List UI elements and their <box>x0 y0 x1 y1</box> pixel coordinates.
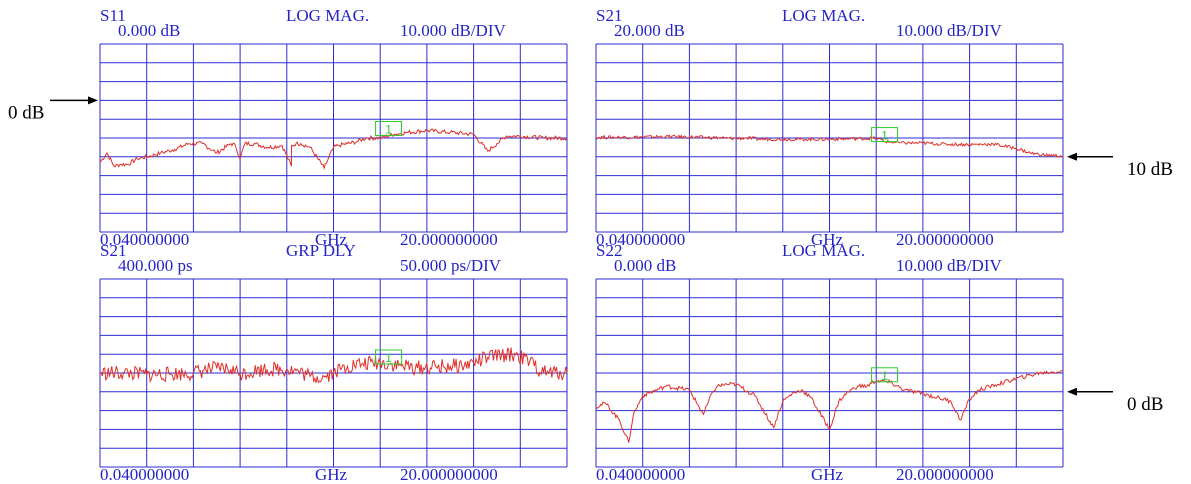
parameter-label: S22 <box>596 241 622 260</box>
reference-value-label: 0.000 dB <box>118 21 180 40</box>
x-unit-label: GHz <box>811 465 844 484</box>
scale-label: 10.000 dB/DIV <box>400 21 507 40</box>
scale-label: 10.000 dB/DIV <box>896 256 1003 275</box>
format-label: LOG MAG. <box>782 6 865 25</box>
format-label: GRP DLY <box>286 241 356 260</box>
reference-arrow: 0 dB <box>1067 387 1163 415</box>
x-center-label: 20.000000000 <box>896 230 994 249</box>
reference-arrow: 0 dB <box>8 96 98 123</box>
marker-1: 1 <box>375 349 403 365</box>
format-label: LOG MAG. <box>782 241 865 260</box>
x-start-label: 0.040000000 <box>596 465 685 484</box>
reference-value-label: 20.000 dB <box>614 21 685 40</box>
x-unit-label: GHz <box>315 230 348 249</box>
grid <box>99 43 568 233</box>
marker-label: 1 <box>385 351 392 365</box>
x-start-label: 0.040000000 <box>596 230 685 249</box>
reference-arrow-label: 0 dB <box>1127 394 1163 415</box>
marker-1: 1 <box>375 120 403 136</box>
reference-arrow: 10 dB <box>1067 152 1173 180</box>
reference-value-label: 0.000 dB <box>614 256 676 275</box>
marker-1: 1 <box>871 367 899 383</box>
x-start-label: 0.040000000 <box>100 465 189 484</box>
marker-label: 1 <box>881 129 888 143</box>
reference-arrow-label: 0 dB <box>8 102 44 123</box>
grid <box>595 43 1064 233</box>
trace-line <box>99 128 568 170</box>
x-unit-label: GHz <box>315 465 348 484</box>
grid <box>595 278 1064 468</box>
marker-1: 1 <box>871 127 899 143</box>
reference-arrow-label: 10 dB <box>1127 159 1173 180</box>
reference-value-label: 400.000 ps <box>118 256 193 275</box>
scale-label: 50.000 ps/DIV <box>400 256 502 275</box>
trace-line <box>595 370 1064 443</box>
x-center-label: 20.000000000 <box>896 465 994 484</box>
x-center-label: 20.000000000 <box>400 230 498 249</box>
trace-line <box>595 134 1064 158</box>
scale-label: 10.000 dB/DIV <box>896 21 1003 40</box>
parameter-label: S21 <box>100 241 126 260</box>
parameter-label: S21 <box>596 6 622 25</box>
marker-label: 1 <box>385 122 392 136</box>
x-unit-label: GHz <box>811 230 844 249</box>
marker-label: 1 <box>881 369 888 383</box>
parameter-label: S11 <box>100 6 126 25</box>
format-label: LOG MAG. <box>286 6 369 25</box>
x-start-label: 0.040000000 <box>100 230 189 249</box>
x-center-label: 20.000000000 <box>400 465 498 484</box>
trace-line <box>99 347 568 384</box>
